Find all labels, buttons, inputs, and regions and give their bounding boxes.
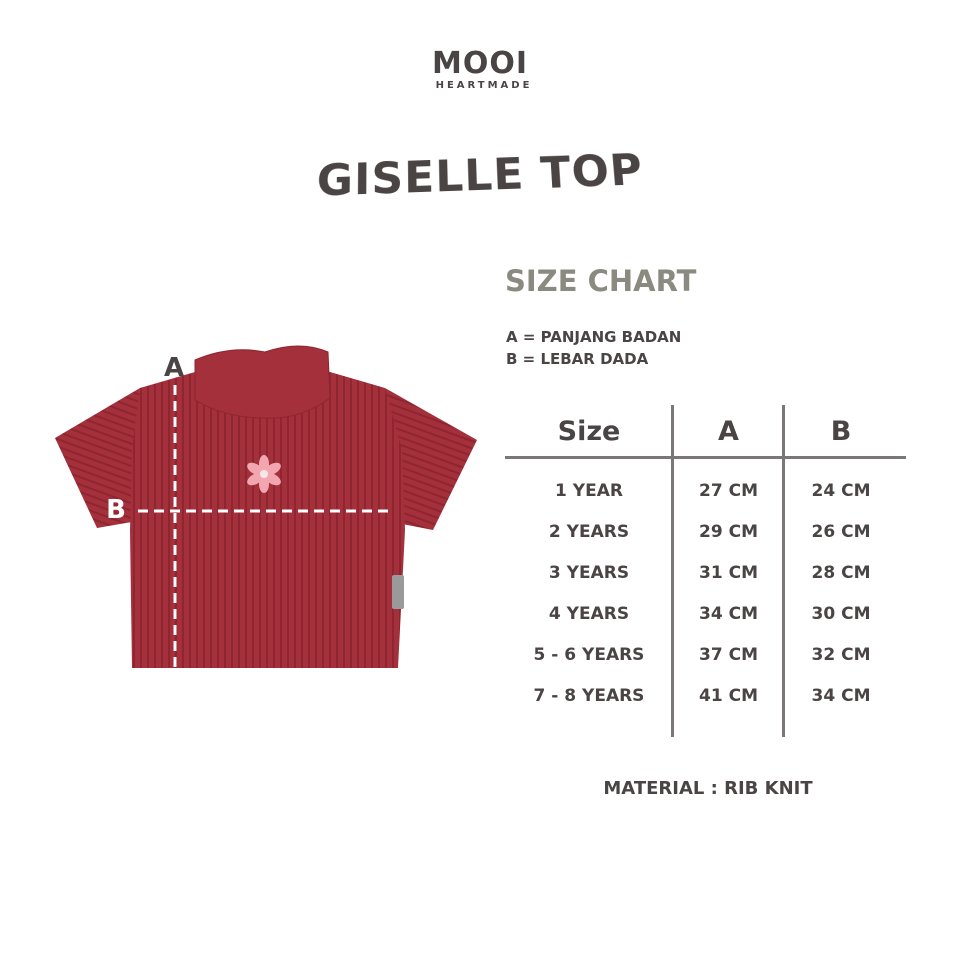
- cell-a: 29 CM: [699, 522, 758, 542]
- collar: [194, 345, 331, 419]
- cell-size: 3 YEARS: [548, 563, 630, 583]
- column-divider: [671, 405, 674, 737]
- brand-tag: [392, 575, 404, 609]
- label-a: A: [164, 353, 184, 383]
- left-sleeve: [55, 388, 140, 528]
- cell-b: 24 CM: [811, 481, 871, 501]
- cell-size: 2 YEARS: [548, 522, 630, 542]
- cell-a: 31 CM: [699, 563, 758, 583]
- header-size: Size: [557, 416, 621, 447]
- cell-b: 34 CM: [811, 686, 871, 706]
- cell-size: 1 YEAR: [555, 481, 623, 501]
- cell-a: 37 CM: [699, 645, 758, 665]
- legend-b: B = LEBAR DADA: [506, 350, 649, 368]
- brand-logo: MOOI: [431, 46, 529, 81]
- legend-a: A = PANJANG BADAN: [506, 328, 682, 346]
- size-chart-title: SIZE CHART: [505, 264, 697, 298]
- cell-b: 30 CM: [811, 604, 871, 624]
- cell-b: 32 CM: [811, 645, 871, 665]
- material-label: MATERIAL : RIB KNIT: [603, 778, 813, 799]
- header-divider: [505, 456, 906, 459]
- brand-tagline: HEARTMADE: [435, 80, 533, 91]
- cell-size: 7 - 8 YEARS: [533, 686, 645, 706]
- label-b: B: [106, 495, 126, 525]
- cell-b: 26 CM: [811, 522, 871, 542]
- shirt-diagram: A B: [55, 345, 477, 668]
- flower-icon: [247, 455, 281, 493]
- cell-size: 5 - 6 YEARS: [533, 645, 645, 665]
- shirt-body: [130, 372, 405, 668]
- column-divider: [782, 405, 785, 737]
- header-a: A: [718, 416, 739, 447]
- right-sleeve: [385, 388, 477, 530]
- header-b: B: [830, 416, 852, 447]
- cell-b: 28 CM: [811, 563, 871, 583]
- cell-a: 34 CM: [699, 604, 758, 624]
- cell-size: 4 YEARS: [548, 604, 630, 624]
- cell-a: 41 CM: [699, 686, 758, 706]
- cell-a: 27 CM: [699, 481, 758, 501]
